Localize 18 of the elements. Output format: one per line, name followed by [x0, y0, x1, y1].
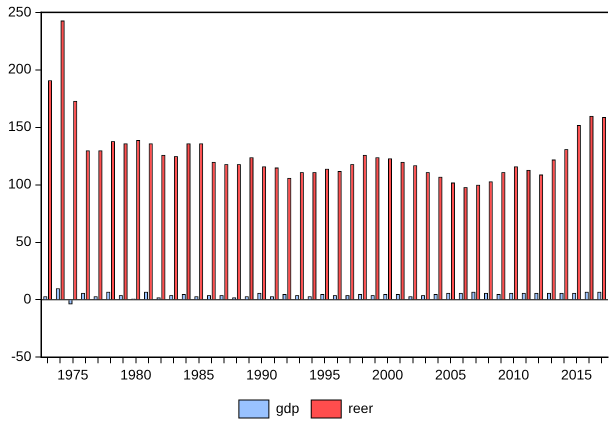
x-tick-label: 1990 [246, 366, 278, 382]
x-tick-label: 1980 [120, 366, 152, 382]
x-tick-label: 1975 [57, 366, 89, 382]
x-tick-label: 2000 [372, 366, 404, 382]
y-tick-label: 0 [24, 290, 32, 307]
y-tick-label: 50 [16, 233, 32, 250]
legend-label: reer [348, 400, 374, 416]
x-tick-label: 2015 [560, 366, 592, 382]
x-tick-label: 2010 [498, 366, 530, 382]
x-tick-label: 1995 [309, 366, 340, 382]
x-tick-label: 1985 [183, 366, 215, 382]
y-tick-label: 100 [8, 176, 32, 192]
legend-label: gdp [276, 400, 300, 416]
y-tick-label: 200 [8, 60, 32, 77]
y-tick-label: 250 [8, 3, 32, 20]
y-tick-label: -50 [11, 348, 32, 364]
x-tick-label: 2005 [435, 366, 466, 382]
y-tick-label: 150 [8, 118, 32, 134]
